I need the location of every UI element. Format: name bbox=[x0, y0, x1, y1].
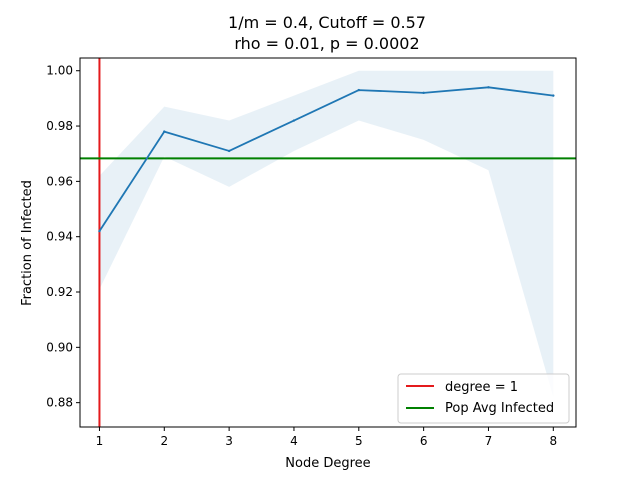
y-tick-label: 0.94 bbox=[46, 230, 73, 244]
y-tick-label: 0.96 bbox=[46, 174, 73, 188]
y-tick-label: 0.88 bbox=[46, 396, 73, 410]
y-tick-label: 0.92 bbox=[46, 285, 73, 299]
y-tick-label: 0.90 bbox=[46, 340, 73, 354]
x-tick-label: 5 bbox=[355, 434, 363, 448]
chart-title-line-2: rho = 0.01, p = 0.0002 bbox=[234, 34, 419, 53]
series-0-point bbox=[357, 88, 360, 92]
x-tick-label: 6 bbox=[420, 434, 428, 448]
x-tick-label: 8 bbox=[549, 434, 557, 448]
plot-area: 1 2 3 4 5 6 7 8 0.88 0.90 0.92 0.94 0.96 0.98 1.00 bbox=[46, 57, 577, 448]
series-0-point bbox=[487, 86, 490, 89]
y-tick-label: 1.00 bbox=[46, 64, 73, 78]
y-tick-label: 0.98 bbox=[46, 119, 73, 133]
series-0-confidence-band bbox=[99, 70, 554, 398]
x-tick-label: 1 bbox=[96, 434, 104, 448]
series-0-line bbox=[98, 86, 554, 232]
series-0-point bbox=[552, 94, 555, 97]
series-0-point bbox=[422, 91, 425, 95]
series-0-point bbox=[227, 149, 231, 153]
x-axis-label: Node Degree bbox=[285, 456, 370, 471]
x-tick-label: 4 bbox=[290, 434, 298, 448]
x-tick-label: 2 bbox=[160, 434, 168, 448]
series-0-point bbox=[98, 229, 101, 233]
series-0-point bbox=[292, 119, 296, 122]
chart-title-line-1: 1/m = 0.4, Cutoff = 0.57 bbox=[228, 13, 426, 32]
series-0-point bbox=[163, 130, 166, 133]
x-tick-label: 7 bbox=[485, 434, 493, 448]
legend-label-pop-avg: Pop Avg Infected bbox=[445, 401, 554, 416]
legend: degree = 1 Pop Avg Infected bbox=[397, 373, 570, 424]
legend-frame bbox=[397, 373, 570, 424]
axes-frame bbox=[79, 57, 577, 428]
x-tick-label: 3 bbox=[225, 434, 233, 448]
y-axis-label: Fraction of Infected bbox=[20, 180, 35, 306]
legend-label-degree-1: degree = 1 bbox=[445, 380, 518, 395]
